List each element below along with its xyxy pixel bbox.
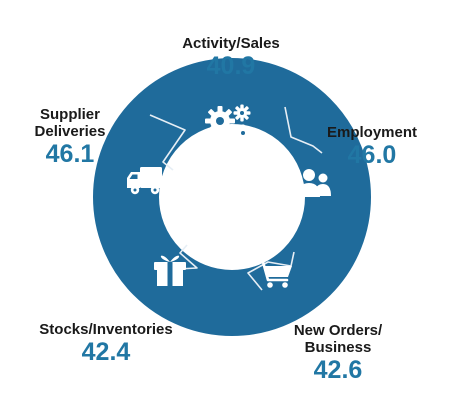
people-icon <box>287 169 331 197</box>
segment-name: Activity/Sales <box>182 35 280 52</box>
segment-label-employment: Employment 46.0 <box>312 124 432 169</box>
delivery-truck-icon <box>127 167 162 195</box>
segment-value: 42.4 <box>81 338 131 366</box>
segment-label-supplier-deliveries: Supplier Deliveries 46.1 <box>18 106 122 168</box>
segment-label-new-orders-business: New Orders/ Business 42.6 <box>268 322 408 384</box>
segment-name: Supplier Deliveries <box>34 106 106 140</box>
segment-name: Stocks/Inventories <box>39 321 173 338</box>
segment-value: 46.1 <box>45 140 95 168</box>
segment-label-stocks-inventories: Stocks/Inventories 42.4 <box>18 321 194 366</box>
segment-value: 46.0 <box>347 141 397 169</box>
segment-name: New Orders/ Business <box>293 322 383 356</box>
segment-name: Employment <box>326 124 417 141</box>
gift-box-icon <box>154 255 186 286</box>
segment-value: 40.9 <box>206 52 256 80</box>
segment-value: 42.6 <box>313 356 363 384</box>
shopping-cart-icon <box>255 260 292 288</box>
gears-icon <box>205 104 252 142</box>
donut-ring <box>93 58 371 336</box>
segment-dividers <box>149 106 323 291</box>
segment-label-activity-sales: Activity/Sales 40.9 <box>146 35 316 80</box>
